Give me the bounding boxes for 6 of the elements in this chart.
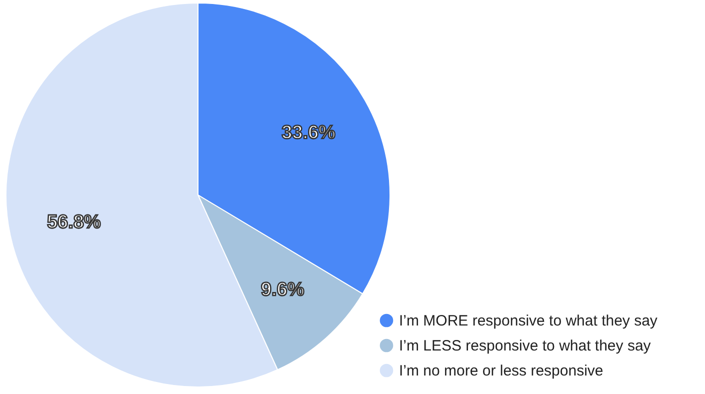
legend-label: I’m MORE responsive to what they say — [399, 312, 658, 330]
data-label: 33.6% — [282, 122, 336, 144]
legend-label: I’m LESS responsive to what they say — [399, 338, 652, 354]
legend-label: I’m no more or less responsive — [399, 362, 604, 380]
data-label: 9.6% — [260, 280, 304, 301]
data-label: 56.8% — [46, 212, 101, 233]
